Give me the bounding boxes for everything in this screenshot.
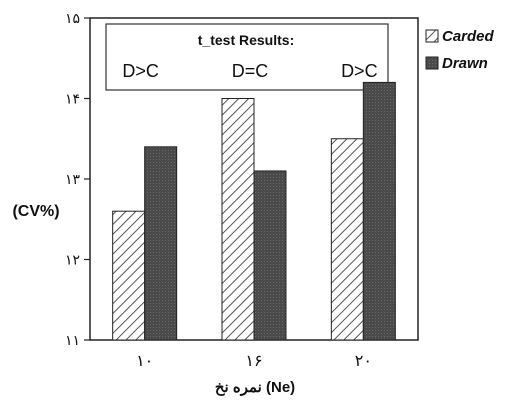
x-ticks: ۱۰ ۱۶ ۲۰ bbox=[136, 353, 372, 370]
bar-drawn bbox=[253, 170, 287, 341]
ttest-results: D>C D=C D>C bbox=[122, 61, 377, 81]
y-tick-label: ۱۵ bbox=[65, 10, 80, 26]
y-axis-label: (CV%) bbox=[12, 203, 59, 220]
y-tick-label: ۱۴ bbox=[65, 91, 80, 107]
ttest-title: t_test Results: bbox=[198, 32, 294, 48]
x-axis-label: نمره نخ (Ne) bbox=[215, 379, 295, 396]
x-tick-label: ۱۶ bbox=[245, 353, 262, 370]
legend-label-drawn: Drawn bbox=[442, 55, 488, 72]
x-tick-label: ۱۰ bbox=[136, 353, 153, 370]
ttest-result: D>C bbox=[122, 61, 159, 81]
bar-drawn bbox=[362, 81, 396, 341]
bar-carded bbox=[330, 138, 364, 341]
ttest-annotation: t_test Results: D>C D=C D>C bbox=[105, 23, 389, 91]
bar-drawn bbox=[144, 146, 178, 341]
y-tick-label: ۱۲ bbox=[65, 252, 80, 268]
y-tick-label: ۱۳ bbox=[65, 171, 81, 187]
legend: Carded Drawn bbox=[425, 28, 495, 72]
ttest-result: D>C bbox=[341, 61, 378, 81]
legend-swatch-carded bbox=[425, 29, 439, 43]
x-tick-label: ۲۰ bbox=[355, 353, 372, 370]
ttest-result: D=C bbox=[232, 61, 269, 81]
y-ticks: ۱۱ ۱۲ ۱۳ ۱۴ ۱۵ bbox=[65, 10, 90, 348]
bar-carded bbox=[221, 98, 255, 341]
ttest-box bbox=[105, 23, 389, 91]
bar-carded bbox=[112, 210, 146, 341]
legend-swatch-drawn bbox=[425, 56, 439, 70]
bars bbox=[112, 81, 396, 341]
y-tick-label: ۱۱ bbox=[65, 332, 80, 348]
legend-label-carded: Carded bbox=[442, 28, 495, 45]
